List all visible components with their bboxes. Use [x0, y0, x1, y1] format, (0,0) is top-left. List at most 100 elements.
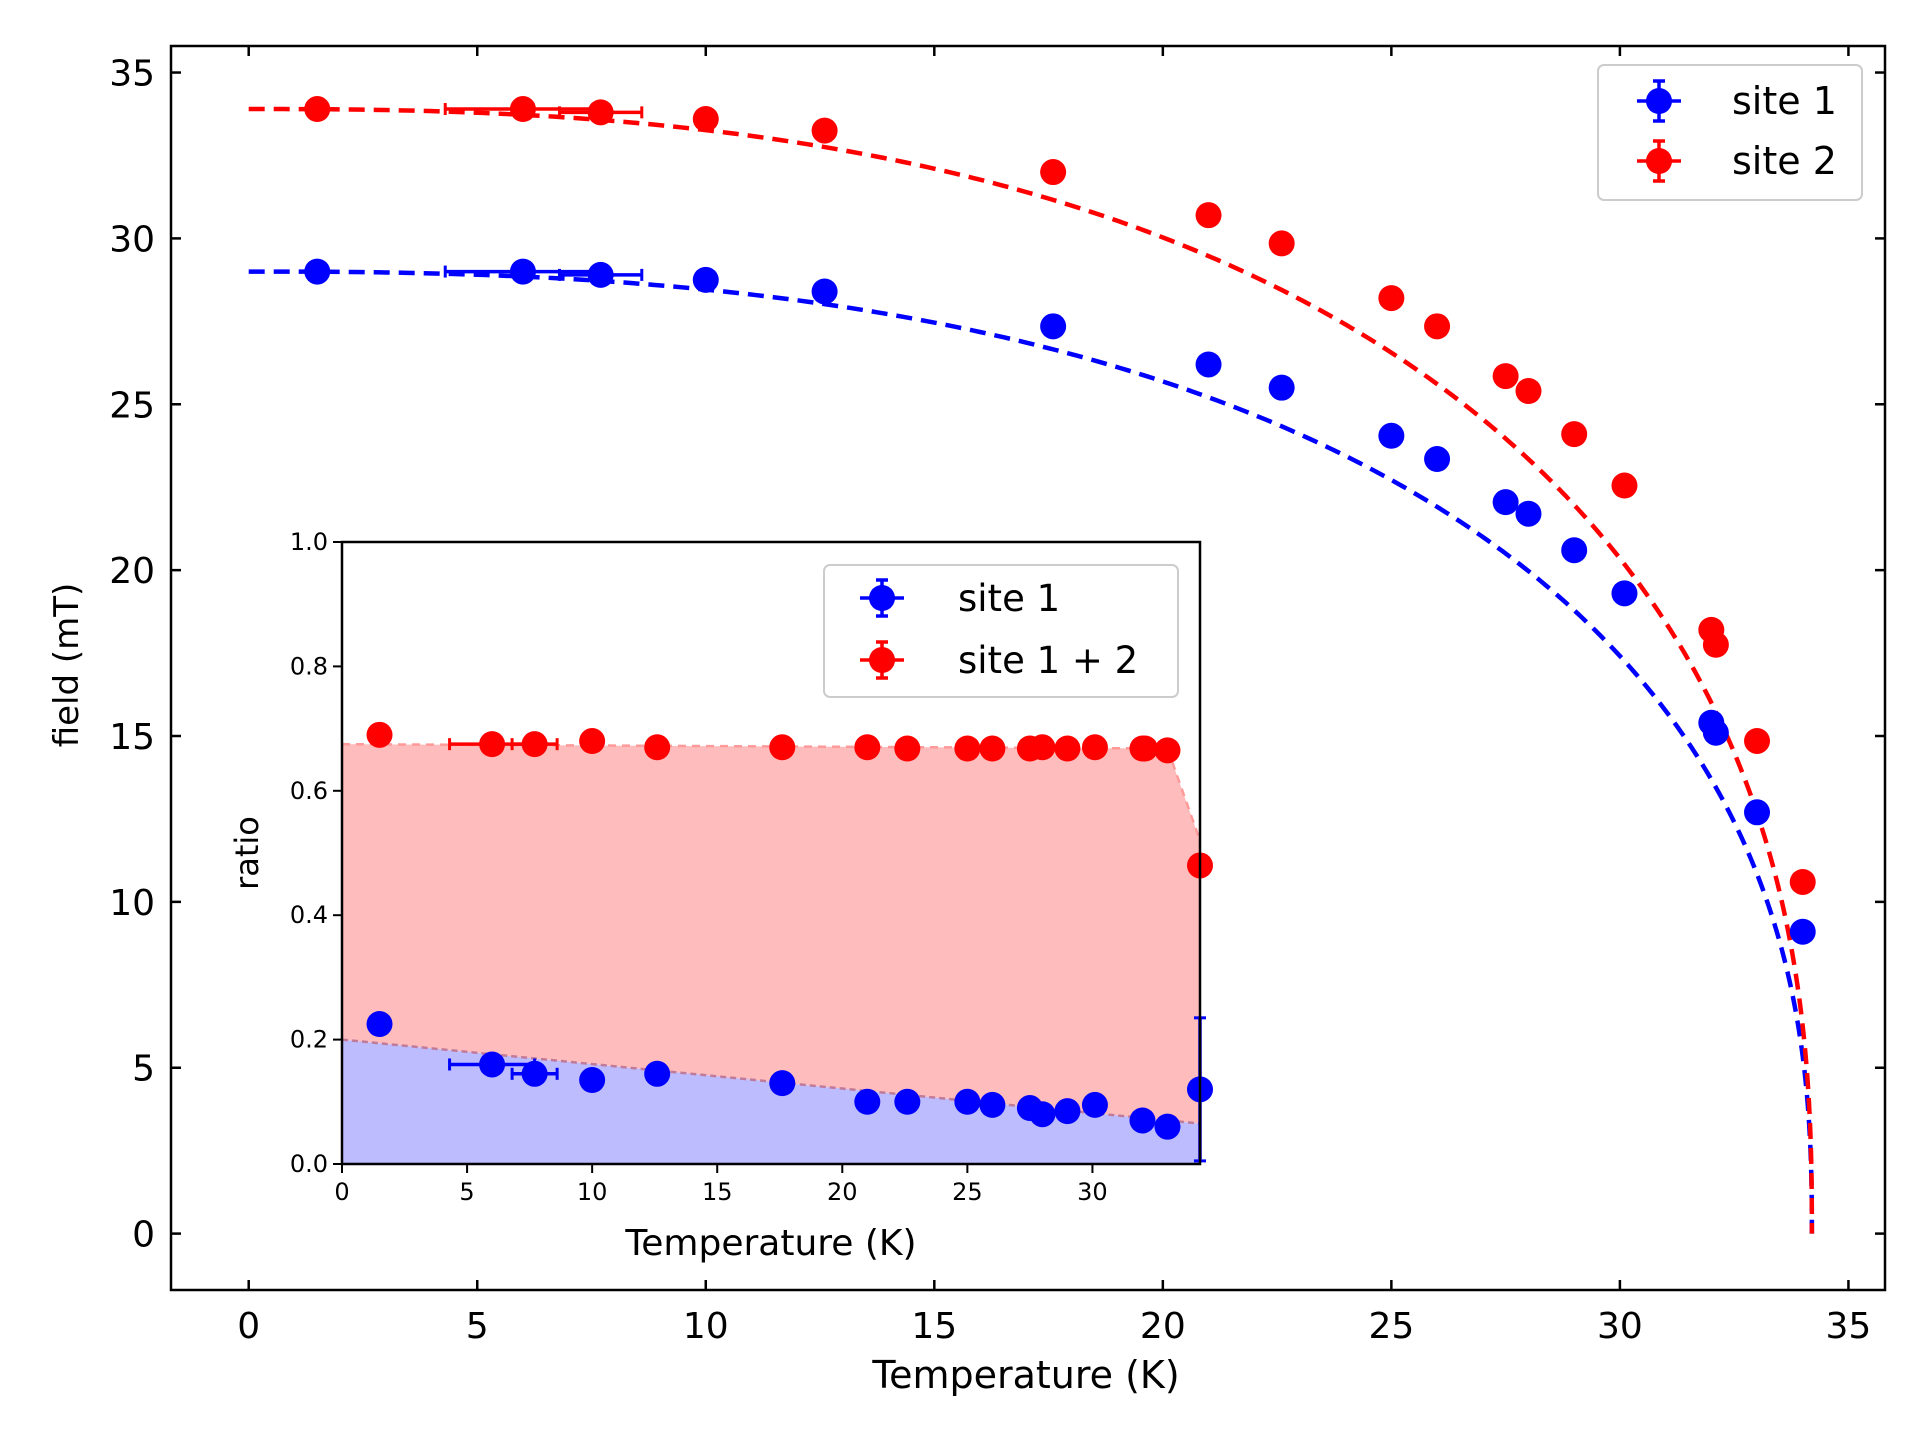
- main-fit-curve-site-1: [248, 269, 1815, 1234]
- main-x-tick-label: 25: [1368, 1306, 1414, 1347]
- main-y-tick-label: 15: [109, 717, 155, 758]
- inset-point-site-1-2: [894, 735, 921, 762]
- main-point-site-2: [1268, 230, 1295, 257]
- main-data-points: [304, 96, 1816, 945]
- inset-point-site-1: [644, 1060, 671, 1087]
- main-x-tick-label: 20: [1140, 1306, 1186, 1347]
- main-fit-curves: [248, 106, 1815, 1234]
- inset-point-site-1-2: [510, 731, 559, 758]
- main-x-tick-label: 5: [466, 1306, 489, 1347]
- main-x-tick-label: 10: [683, 1306, 729, 1347]
- main-x-tick-label: 30: [1597, 1306, 1643, 1347]
- inset-point-site-1-2: [1154, 737, 1181, 764]
- inset-x-tick-label: 15: [702, 1178, 733, 1206]
- inset-legend-marker-site-1: [860, 578, 904, 618]
- main-point-site-1: [1515, 500, 1542, 527]
- main-point-site-2: [1195, 202, 1222, 229]
- inset-x-axis-label: Temperature (K): [624, 1223, 916, 1264]
- main-y-tick-label: 0: [132, 1215, 155, 1256]
- main-point-site-2: [1040, 159, 1067, 186]
- main-point-site-2: [304, 96, 331, 123]
- inset-point-site-1: [979, 1091, 1006, 1118]
- inset-point-site-1-2: [979, 735, 1006, 762]
- main-x-axis-label: Temperature (K): [871, 1353, 1179, 1397]
- inset-point-site-1: [510, 1060, 559, 1087]
- inset-point-site-1-2: [366, 721, 393, 748]
- main-point-site-2: [1561, 421, 1588, 448]
- inset-data-points: [366, 721, 1213, 1163]
- inset-legend-frame: [823, 564, 1179, 698]
- main-legend-marker-site-2: [1637, 139, 1681, 183]
- main-point-site-1: [1040, 313, 1067, 340]
- main-point-site-2: [1515, 378, 1542, 405]
- inset-point-site-1-2: [1029, 734, 1056, 761]
- main-point-site-1: [304, 258, 331, 285]
- inset-x-tick-label: 5: [459, 1178, 474, 1206]
- inset-point-site-1: [769, 1070, 796, 1097]
- main-point-site-2: [1789, 868, 1816, 895]
- inset-y-tick-label: 0.8: [290, 652, 328, 680]
- main-point-site-2: [1744, 727, 1771, 754]
- inset-legend: site 1 site 1 + 2: [823, 564, 1179, 698]
- inset-y-tick-label: 0.0: [290, 1150, 328, 1178]
- inset-plot: 0 5 10 15 20 25 30 0.0 0.2 0.4 0.6 0.8 1.0 Temperatu…: [228, 528, 1213, 1264]
- inset-point-site-1: [579, 1067, 606, 1094]
- main-fit-curve-site-2: [248, 106, 1815, 1234]
- inset-point-site-1-2: [644, 734, 671, 761]
- inset-point-site-1: [894, 1088, 921, 1115]
- main-point-site-1: [1789, 918, 1816, 945]
- main-legend-marker-site-1: [1637, 79, 1681, 123]
- inset-point-site-1-2: [769, 734, 796, 761]
- main-y-tick-label: 30: [109, 219, 155, 260]
- main-x-tick-label: 0: [237, 1306, 260, 1347]
- main-point-site-1: [1195, 351, 1222, 378]
- inset-y-tick-label: 0.4: [290, 901, 328, 929]
- main-y-tick-label: 10: [109, 883, 155, 924]
- inset-legend-marker-site-1-2: [860, 640, 904, 680]
- inset-point-site-1-2: [954, 735, 981, 762]
- inset-point-site-1-2: [579, 728, 606, 755]
- main-plot-frame: [169, 44, 1887, 1292]
- main-point-site-1: [1268, 374, 1295, 401]
- main-point-site-1: [1492, 489, 1519, 516]
- inset-x-tick-label: 30: [1077, 1178, 1108, 1206]
- main-axes: 0 5 10 15 20 25 30 35 0 5 10 15 20 25 30 35: [109, 44, 1887, 1347]
- main-y-tick-label: 35: [109, 54, 155, 95]
- inset-plot-frame: [340, 540, 1202, 1166]
- inset-point-site-1: [1029, 1101, 1056, 1128]
- inset-axes: 0 5 10 15 20 25 30 0.0 0.2 0.4 0.6 0.8 1.0: [290, 528, 1202, 1206]
- main-legend-label-site-1: site 1: [1732, 79, 1837, 123]
- main-point-site-1: [1702, 719, 1729, 746]
- main-point-site-2: [1424, 313, 1451, 340]
- inset-point-site-1: [1154, 1113, 1181, 1140]
- main-point-site-1: [811, 278, 838, 305]
- main-point-site-2: [1378, 285, 1405, 312]
- main-x-tick-label: 15: [911, 1306, 957, 1347]
- main-point-site-1: [1378, 422, 1405, 449]
- inset-y-tick-label: 0.2: [290, 1026, 328, 1054]
- inset-point-site-1-2: [854, 734, 881, 761]
- main-point-site-1: [558, 261, 644, 288]
- main-point-site-2: [811, 117, 838, 144]
- inset-x-tick-label: 25: [952, 1178, 983, 1206]
- main-point-site-2: [1611, 472, 1638, 499]
- inset-point-site-1-2: [1081, 734, 1108, 761]
- inset-fill-site-1-2: [342, 744, 1200, 1124]
- main-point-site-1: [1611, 580, 1638, 607]
- main-point-site-1: [692, 266, 719, 293]
- main-point-site-2: [1702, 631, 1729, 658]
- inset-x-tick-label: 10: [577, 1178, 608, 1206]
- main-point-site-1: [1424, 446, 1451, 473]
- inset-point-site-1-2: [1131, 735, 1158, 762]
- main-y-tick-label: 20: [109, 551, 155, 592]
- inset-point-site-1: [1054, 1098, 1081, 1125]
- main-point-site-1: [1561, 537, 1588, 564]
- inset-legend-label-site-1: site 1: [958, 577, 1060, 620]
- inset-x-tick-label: 0: [334, 1178, 349, 1206]
- inset-point-site-1-2: [1054, 735, 1081, 762]
- inset-y-axis-label: ratio: [228, 816, 266, 890]
- main-point-site-2: [558, 99, 644, 126]
- main-y-tick-label: 25: [109, 385, 155, 426]
- inset-legend-label-site-1-2: site 1 + 2: [958, 639, 1138, 682]
- main-point-site-1: [1744, 799, 1771, 826]
